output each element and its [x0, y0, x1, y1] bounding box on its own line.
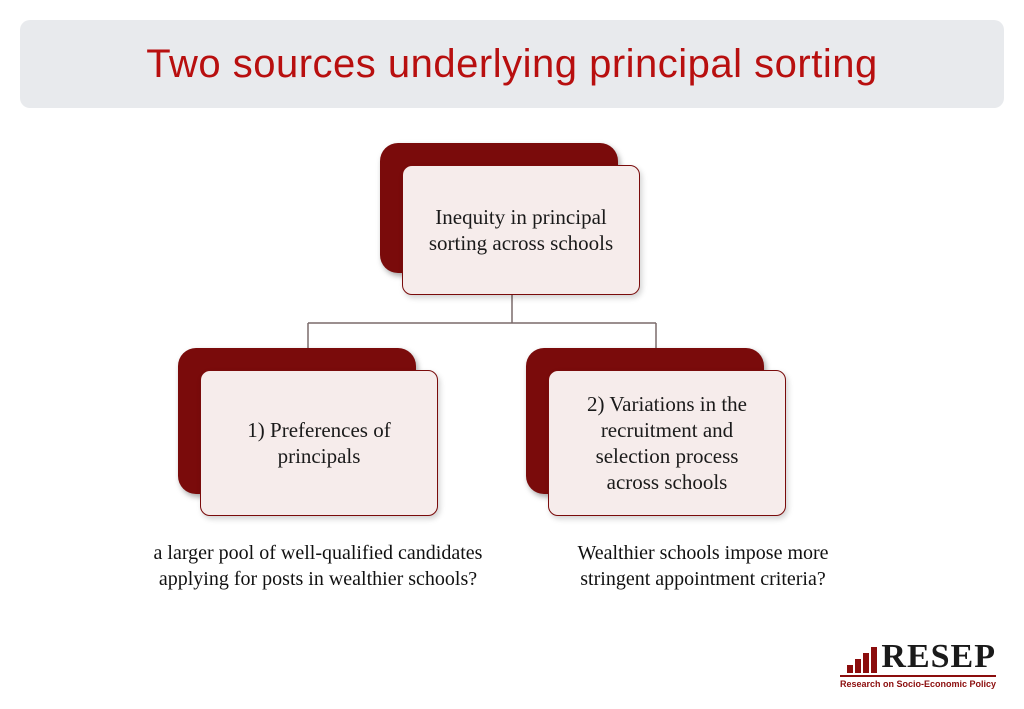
child-node-1-front: 1) Preferences of principals — [200, 370, 438, 516]
page-title: Two sources underlying principal sorting — [146, 42, 877, 87]
child-node-2-label: 2) Variations in the recruitment and sel… — [567, 391, 767, 496]
title-bar: Two sources underlying principal sorting — [20, 20, 1004, 108]
child-node-2-front: 2) Variations in the recruitment and sel… — [548, 370, 786, 516]
caption-left: a larger pool of well-qualified candidat… — [118, 540, 518, 592]
caption-right: Wealthier schools impose more stringent … — [548, 540, 858, 592]
logo-name: RESEP — [881, 642, 996, 673]
root-node-label: Inequity in principal sorting across sch… — [421, 204, 621, 257]
root-node-front: Inequity in principal sorting across sch… — [402, 165, 640, 295]
child-node-1-label: 1) Preferences of principals — [219, 417, 419, 470]
logo-tagline: Research on Socio-Economic Policy — [840, 675, 996, 689]
logo-bars-icon — [847, 645, 877, 673]
resep-logo: RESEP Research on Socio-Economic Policy — [840, 642, 996, 689]
